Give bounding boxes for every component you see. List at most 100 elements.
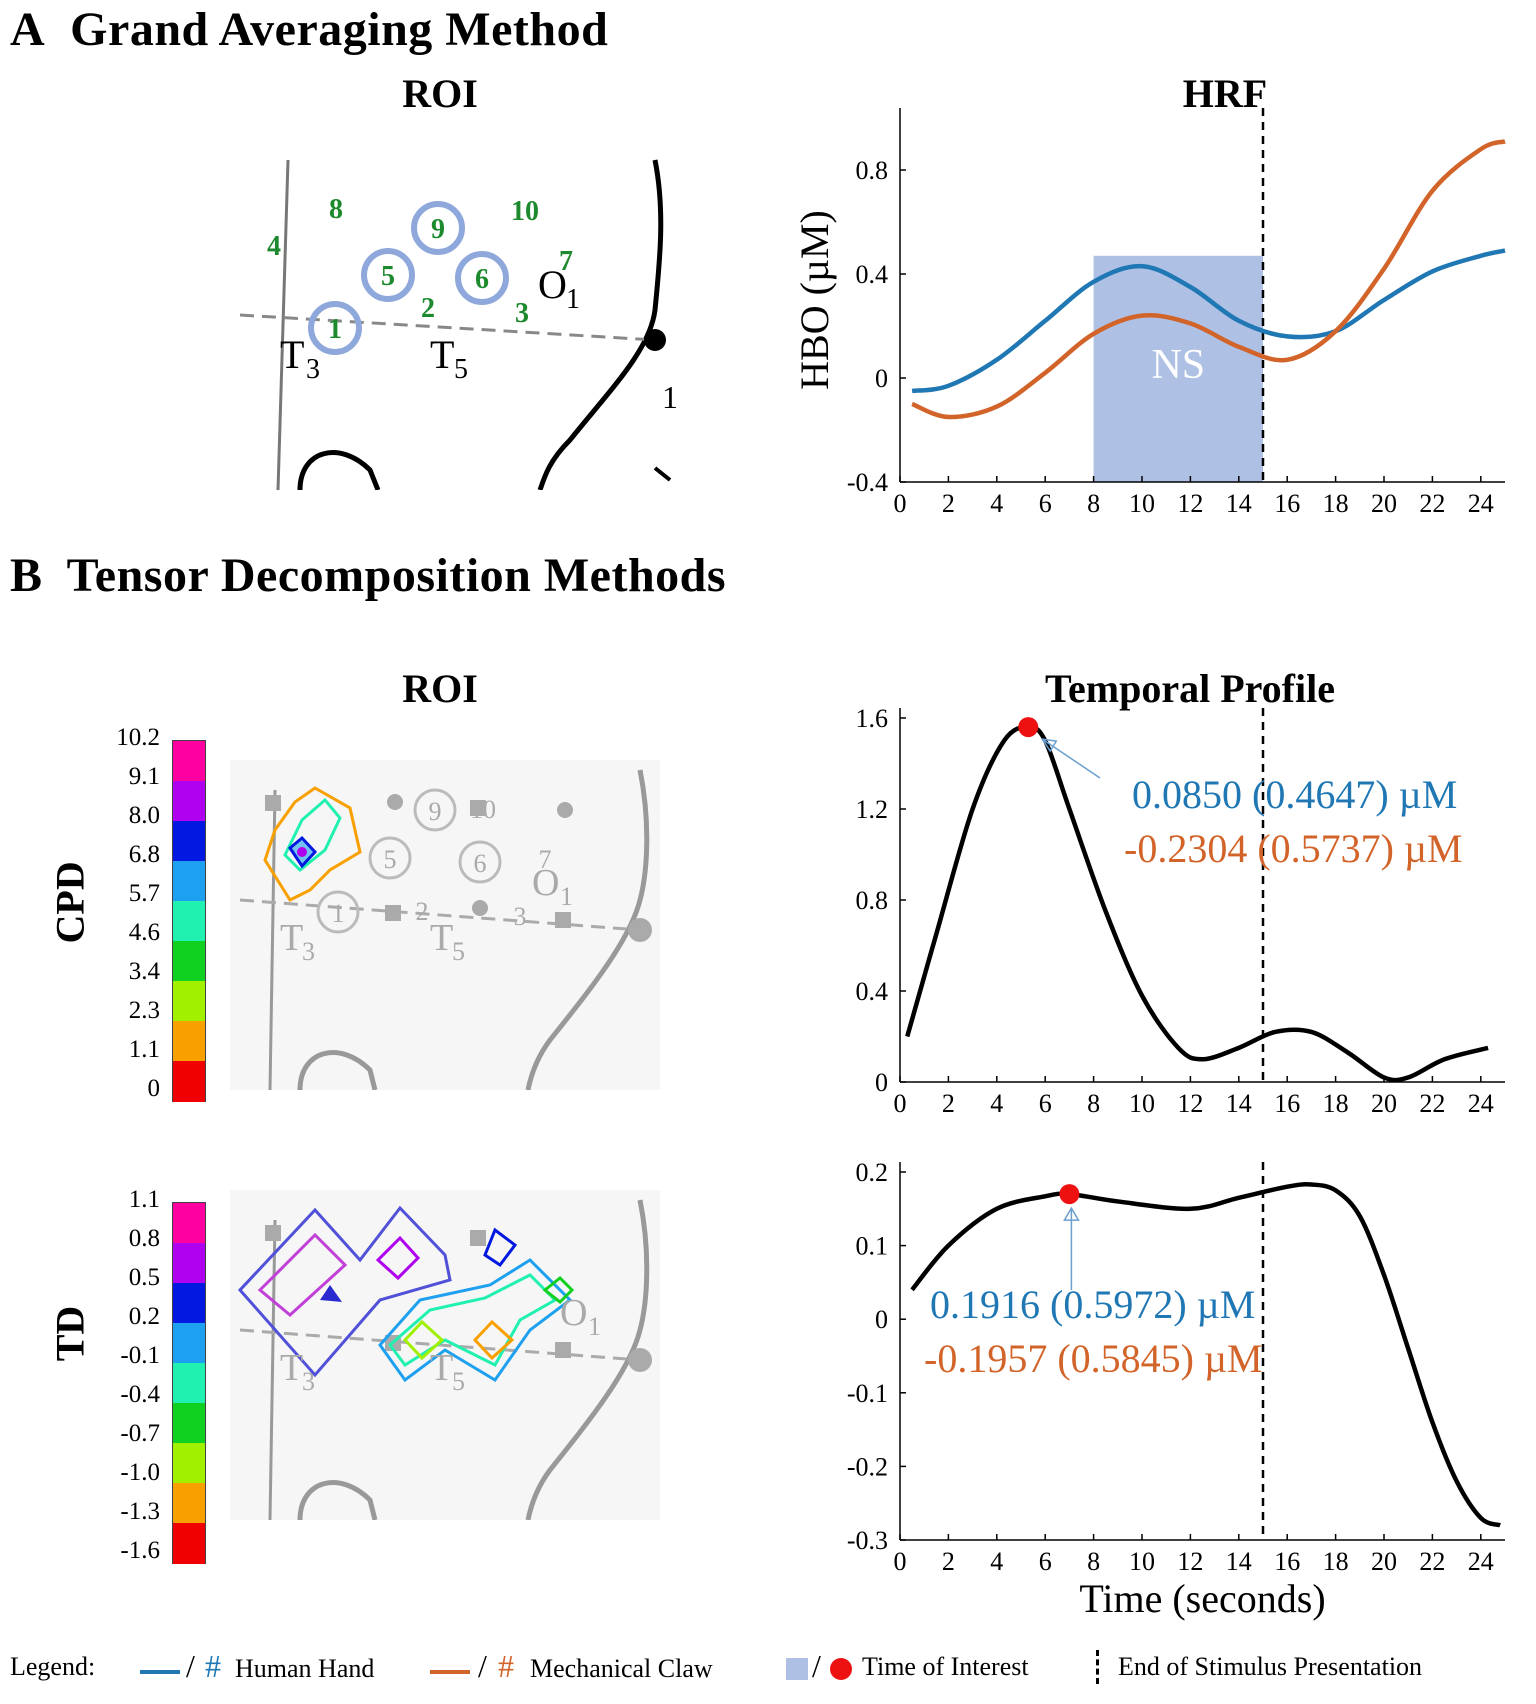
td-cbar-label: -0.7 [120, 1420, 160, 1447]
channel-8: 8 [329, 194, 343, 225]
cpd-y-tick-label: 1.6 [856, 704, 889, 733]
hrf-x-tick-label: 10 [1129, 489, 1155, 518]
section-b-title: B Tensor Decomposition Methods [10, 548, 726, 603]
legend-toi-dot [830, 1658, 852, 1680]
td-x-tick-label: 22 [1419, 1547, 1445, 1576]
legend-title: Legend: [10, 1652, 96, 1681]
td-colorbar [172, 1202, 206, 1564]
cpd-cbar-label: 9.1 [128, 763, 160, 790]
cpd-x-tick-label: 8 [1087, 1089, 1100, 1118]
hrf-x-tick-label: 16 [1274, 489, 1300, 518]
hrf-y-tick-label: -0.4 [847, 468, 888, 497]
channel-7: 7 [559, 246, 573, 277]
roi-a-map: 1 2 3 4 5 6 7 8 9 10 T 3 T 5 O 1 1 [239, 159, 678, 490]
hrf-x-tick-label: 4 [990, 489, 1003, 518]
colorbar-segment [173, 821, 205, 862]
td-series-td-temporal-profile [910, 1182, 1501, 1528]
channel-1: 1 [328, 314, 342, 345]
cpd-cbar-label: 1.1 [128, 1036, 160, 1063]
svg-text:1: 1 [588, 1312, 601, 1341]
cpd-annotation-mechanical-claw: -0.2304 (0.5737) µM [1124, 826, 1463, 871]
head-right-outline [537, 159, 664, 490]
td-annotation-human-hand: 0.1916 (0.5972) µM [930, 1282, 1255, 1327]
head-left-outline [276, 159, 290, 490]
td-cbar-label: -1.0 [120, 1459, 160, 1486]
svg-text:O: O [560, 1292, 587, 1334]
section-b-letter: B [10, 549, 43, 602]
td-x-tick-label: 10 [1129, 1547, 1155, 1576]
legend-human-hand-label: Human Hand [235, 1654, 375, 1683]
td-y-tick-label: 0.2 [856, 1158, 889, 1187]
colorbar-segment [173, 1283, 205, 1324]
svg-text:7: 7 [539, 845, 552, 874]
colorbar-segment [173, 1203, 205, 1244]
cpd-x-tick-label: 16 [1274, 1089, 1300, 1118]
svg-text:T: T [280, 1347, 303, 1389]
td-x-tick-label: 24 [1468, 1547, 1494, 1576]
channel-3: 3 [515, 298, 529, 329]
svg-text:5: 5 [384, 845, 397, 874]
svg-text:3: 3 [302, 937, 315, 966]
svg-text:3: 3 [514, 902, 527, 931]
cpd-series-cpd-temporal-profile [905, 724, 1489, 1083]
cpd-x-tick-label: 22 [1419, 1089, 1445, 1118]
legend-stimulus-dash [1096, 1650, 1099, 1684]
roi-circle-9 [411, 201, 465, 255]
hrf-x-tick-label: 2 [942, 489, 955, 518]
hrf-x-tick-label: 20 [1371, 489, 1397, 518]
cpd-x-tick-label: 24 [1468, 1089, 1494, 1118]
svg-text:5: 5 [452, 1367, 465, 1396]
colorbar-segment [173, 741, 205, 782]
colorbar-segment [173, 1021, 205, 1062]
ear-arc [297, 450, 381, 490]
cpd-x-tick-label: 4 [990, 1089, 1003, 1118]
svg-text:O: O [532, 862, 559, 904]
colorbar-segment [173, 1363, 205, 1404]
td-x-tick-label: 8 [1087, 1547, 1100, 1576]
channel-6: 6 [475, 264, 489, 295]
cpd-annotation-arrowhead [1040, 738, 1058, 753]
cpd-annotation-arrow [1041, 738, 1101, 779]
cpd-x-tick-label: 12 [1177, 1089, 1203, 1118]
legend-toi-swatch [786, 1658, 808, 1680]
legend-slash: / [478, 1648, 487, 1684]
hrf-y-tick-label: 0.4 [856, 260, 889, 289]
svg-text:2: 2 [416, 897, 429, 926]
legend-toi-label: Time of Interest [862, 1652, 1029, 1681]
hrf-x-tick-label: 8 [1087, 489, 1100, 518]
hrf-x-tick-label: 6 [1039, 489, 1052, 518]
svg-text:1: 1 [560, 882, 573, 911]
hrf-x-tick-label: 22 [1419, 489, 1445, 518]
landmark-t5: T [430, 332, 454, 377]
td-annotation-arrowhead [1063, 1206, 1080, 1221]
cpd-cbar-label: 6.8 [128, 841, 160, 868]
colorbar-segment [173, 861, 205, 902]
td-y-tick-label: 0.1 [856, 1232, 889, 1261]
cpd-cbar-label: 3.4 [128, 958, 160, 985]
cpd-time-of-interest-marker [1018, 717, 1039, 738]
cpd-x-tick-label: 14 [1226, 1089, 1252, 1118]
landmark-t3-sub: 3 [306, 354, 320, 385]
colorbar-segment [173, 1483, 205, 1524]
channel-10: 10 [511, 196, 539, 227]
section-a-letter: A [10, 3, 46, 56]
td-x-tick-label: 2 [942, 1547, 955, 1576]
colorbar-segment [173, 1523, 205, 1564]
cpd-cbar-label: 10.2 [116, 724, 160, 751]
hrf-time-of-interest-region [1093, 255, 1263, 482]
cpd-x-tick-label: 10 [1129, 1089, 1155, 1118]
td-cbar-label: 0.8 [128, 1225, 160, 1252]
colorbar-segment [173, 981, 205, 1022]
legend-slash: / [186, 1648, 195, 1684]
cpd-x-tick-label: 18 [1323, 1089, 1349, 1118]
hrf-series-mechanical-claw [911, 139, 1506, 420]
hrf-y-axis-label: HBO (µM) [792, 210, 837, 390]
td-time-of-interest-marker [1059, 1184, 1080, 1205]
landmark-o1-sub: 1 [566, 284, 580, 315]
landmark-o1: O [538, 262, 567, 307]
td-cbar-label: -1.6 [120, 1537, 160, 1564]
cpd-x-tick-label: 20 [1371, 1089, 1397, 1118]
hrf-x-tick-label: 18 [1323, 489, 1349, 518]
hrf-ns-label: NS [1151, 342, 1205, 388]
